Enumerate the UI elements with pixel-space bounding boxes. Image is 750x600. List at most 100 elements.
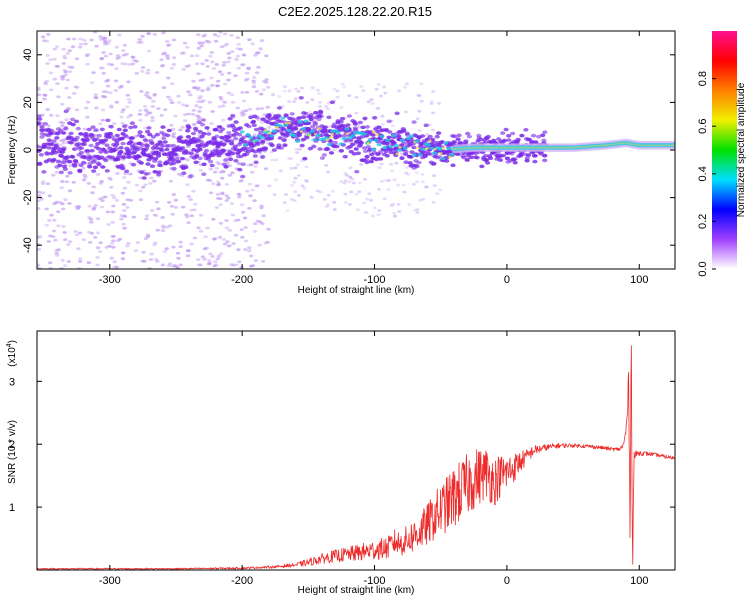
spectrogram-x-tick-label: -200 — [231, 274, 253, 286]
spectrogram-blob — [357, 125, 362, 129]
spectrogram-blob — [263, 167, 269, 171]
spectrogram-blob — [198, 95, 203, 98]
spectrogram-blob — [171, 63, 177, 66]
spectrogram-blob — [122, 186, 128, 190]
spectrogram-blob — [171, 132, 176, 136]
spectrogram-blob — [67, 159, 73, 164]
spectrogram-blob — [236, 66, 241, 70]
spectrogram-blob — [337, 134, 343, 138]
spectrogram-blob — [128, 172, 133, 176]
spectrogram-blob — [78, 37, 83, 41]
spectrogram-blob — [200, 118, 206, 122]
spectrogram-blob — [415, 211, 420, 214]
spectrogram-blob — [126, 242, 131, 245]
spectrogram-blob — [189, 54, 195, 58]
spectrogram-blob — [37, 145, 40, 149]
spectrogram-blob — [370, 133, 376, 137]
spectrogram-blob — [162, 250, 168, 253]
spectrogram-blob — [66, 260, 72, 263]
spectrogram-blob — [166, 76, 171, 80]
spectrogram-blob — [58, 143, 64, 147]
spectrogram-blob — [60, 124, 65, 128]
spectrogram-blob — [367, 139, 373, 143]
spectrogram-blob — [339, 180, 344, 183]
spectrogram-blob — [237, 167, 243, 172]
spectrogram-blob — [380, 114, 385, 118]
spectrogram-blob — [281, 127, 287, 131]
spectrogram-blob — [48, 266, 53, 269]
spectrogram-blob — [261, 88, 266, 92]
spectrogram-blob — [239, 265, 244, 269]
spectrogram-blob — [102, 138, 109, 142]
spectrogram-blob — [91, 185, 96, 189]
spectrogram-blob — [366, 142, 370, 145]
spectrogram-blob — [319, 156, 325, 160]
spectrogram-blob — [245, 77, 250, 81]
spectrogram-blob — [138, 198, 144, 202]
spectrogram-blob — [130, 55, 135, 59]
spectrogram-blob — [350, 134, 356, 138]
spectrogram-blob — [252, 230, 258, 233]
spectrogram-blob — [231, 242, 236, 245]
spectrogram-blob — [287, 100, 292, 103]
spectrogram-blob — [192, 123, 197, 126]
spectrogram-blob — [37, 236, 40, 239]
spectrogram-blob — [461, 155, 467, 160]
spectrogram-blob — [64, 180, 70, 184]
spectrogram-blob — [112, 196, 117, 200]
spectrogram-blob — [233, 74, 238, 77]
spectrogram-blob — [85, 100, 91, 104]
spectrogram-blob — [160, 263, 166, 267]
spectrogram-blob — [148, 182, 153, 185]
spectrogram-blob — [91, 71, 96, 74]
spectrogram-blob — [63, 109, 69, 113]
spectrogram-blob — [427, 134, 433, 139]
spectrogram-blob — [220, 169, 226, 173]
spectrogram-blob — [48, 71, 54, 75]
spectrogram-blob — [411, 145, 417, 150]
spectrogram-blob — [153, 157, 159, 161]
spectrogram-blob — [64, 118, 69, 122]
spectrogram-blob — [196, 120, 202, 125]
spectrogram-blob — [309, 195, 314, 199]
spectrogram-blob — [407, 203, 412, 207]
spectrogram-blob — [376, 143, 382, 147]
spectrogram-blob — [41, 170, 47, 174]
spectrogram-blob — [348, 166, 353, 170]
spectrogram-blob — [119, 163, 125, 168]
spectrogram-blob — [326, 203, 331, 207]
spectrogram-blob — [218, 95, 223, 99]
spectrogram-blob — [115, 56, 120, 60]
spectrogram-blob — [198, 168, 203, 172]
spectrogram-blob — [40, 35, 46, 39]
spectrogram-blob — [420, 180, 425, 184]
spectrogram-blob — [197, 96, 202, 100]
spectrogram-blob — [121, 53, 127, 57]
spectrogram-blob — [417, 129, 422, 132]
spectrogram-blob — [120, 191, 126, 195]
spectrogram-blob — [189, 208, 194, 212]
spectrogram-blob — [285, 209, 290, 213]
spectrogram-blob — [128, 198, 134, 202]
spectrogram-blob — [94, 96, 99, 100]
spectrogram-blob — [63, 126, 69, 131]
spectrogram-blob — [172, 56, 177, 60]
spectrogram-blob — [114, 133, 120, 138]
spectrogram-blob — [125, 198, 130, 202]
spectrogram-blob — [222, 100, 227, 104]
spectrogram-blob — [234, 58, 239, 61]
spectrogram-blob — [122, 214, 127, 218]
spectrogram-blob — [160, 216, 165, 219]
spectrogram-blob — [298, 120, 303, 124]
spectrogram-blob — [377, 209, 382, 212]
spectrogram-blob — [326, 193, 331, 197]
spectrogram-blob — [61, 62, 66, 65]
spectrogram-blob — [108, 177, 113, 181]
spectrogram-blob — [65, 174, 70, 178]
spectrogram-blob — [160, 125, 166, 129]
spectrogram-blob — [114, 100, 120, 104]
spectrogram-blob — [239, 228, 244, 232]
spectrogram-blob — [68, 164, 73, 168]
spectrogram-x-tick-label: -100 — [364, 274, 386, 286]
